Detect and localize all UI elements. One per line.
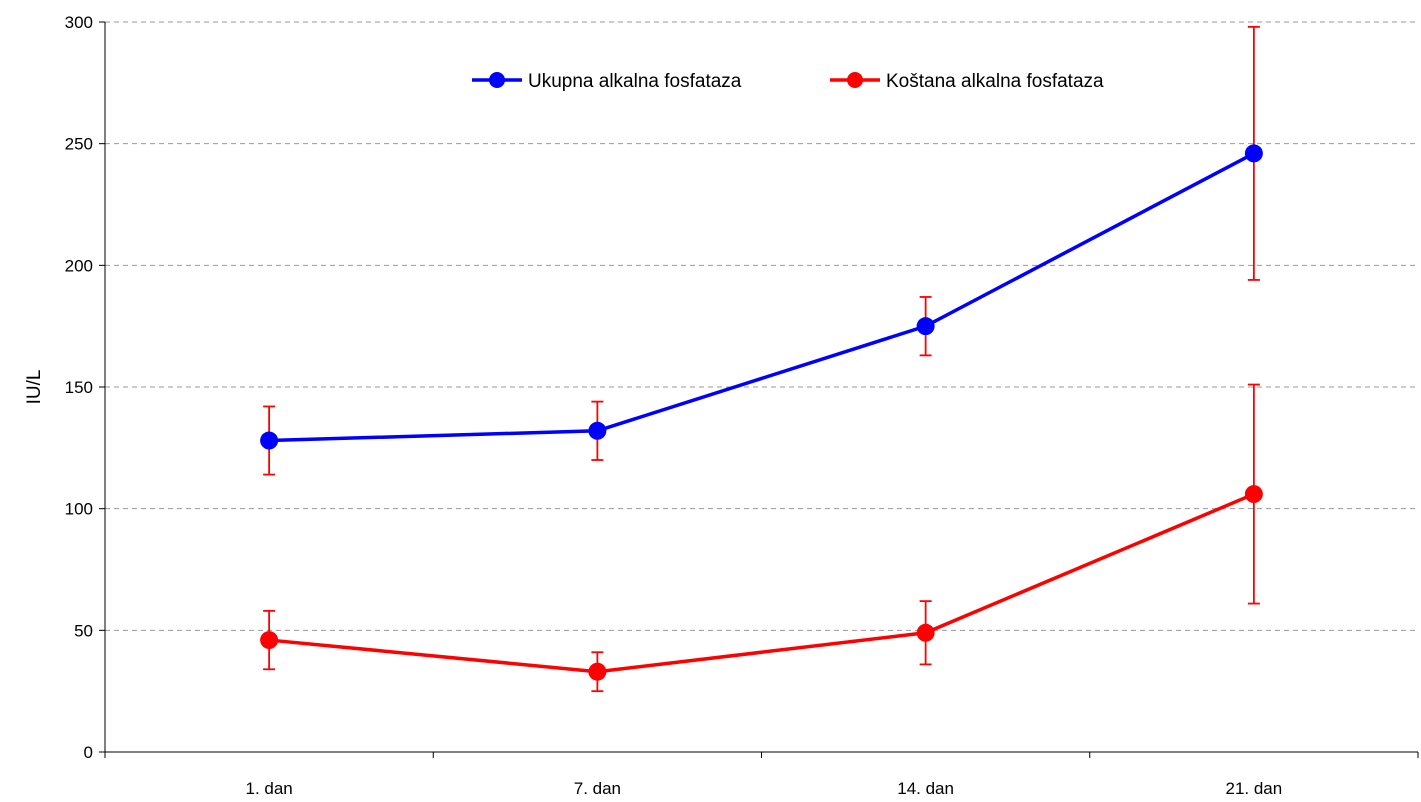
legend-item-1: Ukupna alkalna fosfataza — [472, 71, 742, 92]
series-line — [269, 151, 1255, 443]
legend-swatch-marker — [489, 72, 505, 88]
data-point — [1244, 485, 1263, 504]
series-line — [268, 492, 1255, 674]
data-point — [588, 421, 607, 440]
y-tick-label: 250 — [65, 135, 93, 154]
legend: Ukupna alkalna fosfataza Koštana alkalna … — [472, 71, 1104, 92]
legend-swatch-marker — [847, 72, 863, 88]
data-point — [260, 631, 279, 650]
series-2 — [260, 383, 1263, 693]
series — [260, 25, 1263, 693]
data-point — [916, 317, 935, 336]
y-axis-title: IU/L — [24, 370, 45, 405]
x-tick-label: 7. dan — [574, 779, 621, 798]
x-tick-label: 21. dan — [1226, 779, 1283, 798]
series-1 — [260, 25, 1263, 476]
x-tick-label: 1. dan — [245, 779, 292, 798]
data-point — [588, 662, 607, 681]
data-point — [916, 623, 935, 642]
y-tick-label: 100 — [65, 500, 93, 519]
data-point — [1244, 144, 1263, 163]
tick-labels: 0 50 100 150 200 250 300 1. dan 7. dan 14. dan 21.… — [65, 13, 1283, 798]
legend-label: Ukupna alkalna fosfataza — [528, 71, 742, 92]
y-tick-label: 0 — [84, 743, 93, 762]
y-tick-label: 50 — [74, 621, 93, 640]
y-tick-label: 150 — [65, 378, 93, 397]
y-tick-label: 300 — [65, 13, 93, 32]
axes — [99, 21, 1419, 758]
y-tick-label: 200 — [65, 256, 93, 275]
x-tick-label: 14. dan — [897, 779, 954, 798]
legend-label: Koštana alkalna fosfataza — [886, 71, 1104, 92]
data-point — [260, 431, 279, 450]
gridlines — [105, 21, 1418, 631]
legend-item-2: Koštana alkalna fosfataza — [830, 71, 1104, 92]
